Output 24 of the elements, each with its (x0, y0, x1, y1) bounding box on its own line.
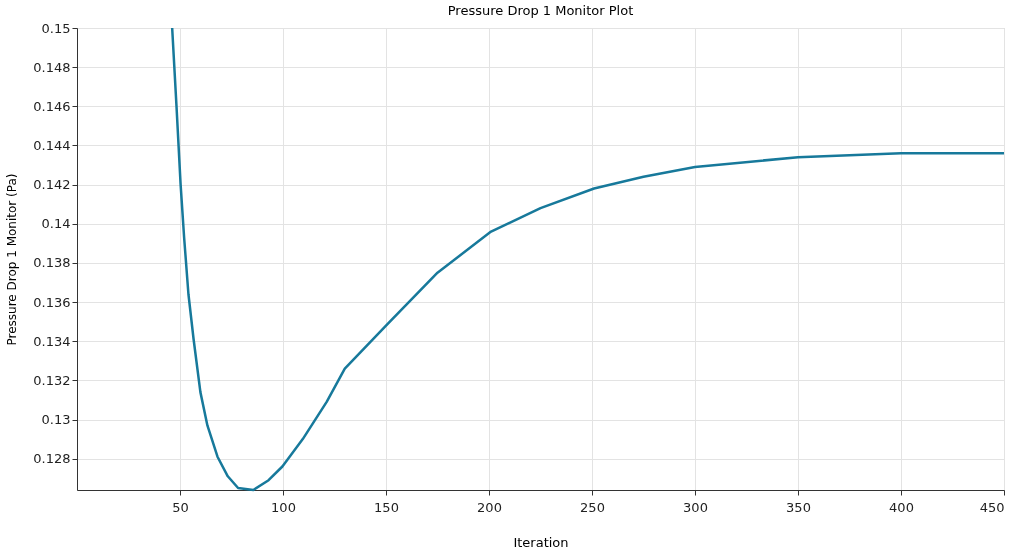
x-tick-label: 350 (786, 499, 811, 515)
x-axis-title: Iteration (513, 534, 569, 550)
y-tick-label: 0.14 (41, 216, 71, 232)
y-tick-label: 0.146 (33, 98, 71, 114)
y-tick-label: 0.15 (41, 20, 71, 36)
x-tick-label: 100 (271, 499, 296, 515)
y-tick-label: 0.142 (33, 177, 71, 193)
x-tick-label: 150 (374, 499, 399, 515)
x-tick-label: 50 (172, 499, 189, 515)
chart-title: Pressure Drop 1 Monitor Plot (447, 3, 634, 18)
y-axis-title: Pressure Drop 1 Monitor (Pa) (5, 173, 20, 346)
y-tick-label: 0.134 (33, 333, 71, 349)
y-tick-label: 0.128 (33, 451, 71, 467)
x-tick-label: 400 (889, 499, 914, 515)
x-tick-label: 300 (683, 499, 708, 515)
x-tick-label: 450 (979, 499, 1005, 515)
y-tick-label: 0.138 (33, 255, 71, 271)
x-tick-label: 200 (477, 499, 502, 515)
y-tick-label: 0.13 (41, 412, 71, 428)
y-tick-label: 0.148 (33, 59, 71, 75)
y-tick-label: 0.132 (33, 372, 71, 388)
y-tick-label: 0.144 (33, 137, 71, 153)
y-tick-label: 0.136 (33, 294, 71, 310)
x-tick-label: 250 (580, 499, 605, 515)
